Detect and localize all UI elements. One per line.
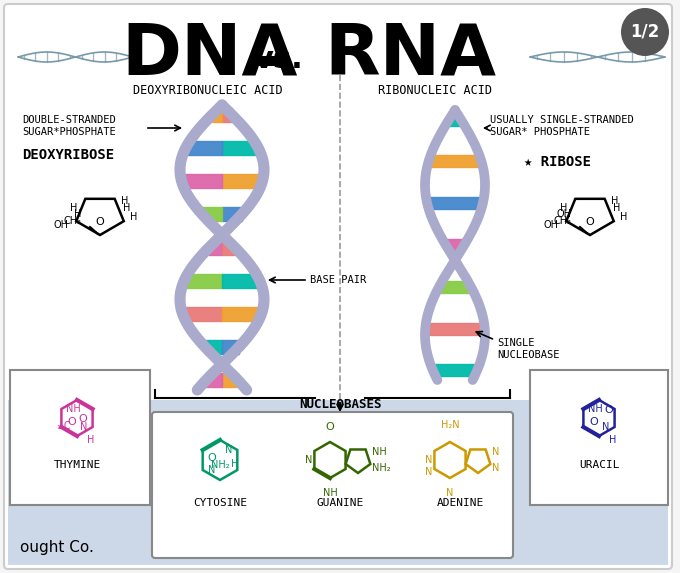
Text: URACIL: URACIL [579,460,619,470]
Text: H: H [611,196,618,206]
Text: CH₂: CH₂ [64,216,82,226]
Text: O: O [79,414,88,424]
Text: NH: NH [322,488,337,498]
Text: H: H [613,203,620,213]
Text: DOUBLE-STRANDED
SUGAR*PHOSPHATE: DOUBLE-STRANDED SUGAR*PHOSPHATE [22,115,116,136]
Text: N: N [80,422,88,432]
Text: H: H [69,203,77,213]
Bar [530,370,668,505]
Text: NH₂: NH₂ [211,460,229,470]
Text: H: H [87,435,95,445]
Text: vs.: vs. [253,45,303,74]
Text: O: O [96,217,104,227]
Text: O: O [604,405,613,415]
Text: ought Co.: ought Co. [20,540,94,555]
Text: ★ RIBOSE: ★ RIBOSE [524,155,591,169]
Text: H: H [231,459,238,469]
Text: N: N [446,488,454,498]
Text: RNA: RNA [324,21,496,89]
Text: DEOXYRIBOSE: DEOXYRIBOSE [22,148,114,162]
Text: O: O [207,453,216,463]
Text: N: N [305,455,312,465]
Text: NUCLEOBASES: NUCLEOBASES [299,398,381,411]
Text: H: H [74,209,82,219]
Text: NH: NH [588,404,603,414]
Text: N: N [207,465,215,475]
Text: CH₂: CH₂ [554,216,572,226]
Text: H: H [609,435,616,445]
Text: H: H [560,203,567,213]
Text: O: O [67,417,76,427]
Text: H: H [130,212,137,222]
Text: H₂N: H₂N [441,420,459,430]
Text: N: N [424,455,432,465]
Text: SINGLE
NUCLEOBASE: SINGLE NUCLEOBASE [497,338,560,360]
Text: CYTOSINE: CYTOSINE [193,498,247,508]
Text: N: N [225,445,233,455]
Text: NH₂: NH₂ [372,463,390,473]
FancyBboxPatch shape [152,412,513,558]
Text: NH: NH [67,404,81,414]
Text: O: O [585,217,594,227]
Text: OH: OH [53,220,68,230]
FancyBboxPatch shape [4,4,672,569]
Text: GUANINE: GUANINE [316,498,364,508]
Text: N: N [492,447,499,457]
Text: USUALLY SINGLE-STRANDED
SUGAR* PHOSPHATE: USUALLY SINGLE-STRANDED SUGAR* PHOSPHATE [490,115,634,136]
Text: DNA: DNA [122,21,299,89]
Text: OH: OH [556,209,571,219]
Bar [10,370,150,505]
Text: O: O [590,417,598,427]
Text: H: H [120,196,128,206]
Text: RIBONUCLEIC ACID: RIBONUCLEIC ACID [378,84,492,96]
Text: 1/2: 1/2 [630,23,660,41]
Text: OH: OH [543,220,558,230]
Bar [8,400,668,565]
Text: ₁₃C: ₁₃C [56,421,71,431]
Text: N: N [424,467,432,477]
Text: O: O [326,422,335,432]
Text: BASE PAIR: BASE PAIR [310,275,367,285]
Text: NH: NH [372,447,387,457]
Text: N: N [492,463,499,473]
Text: N: N [602,422,609,432]
Text: H: H [619,212,627,222]
Text: DEOXYRIBONUCLEIC ACID: DEOXYRIBONUCLEIC ACID [133,84,283,96]
Text: ADENINE: ADENINE [437,498,483,508]
Text: H: H [123,203,131,213]
Circle shape [621,8,669,56]
Text: THYMINE: THYMINE [53,460,101,470]
